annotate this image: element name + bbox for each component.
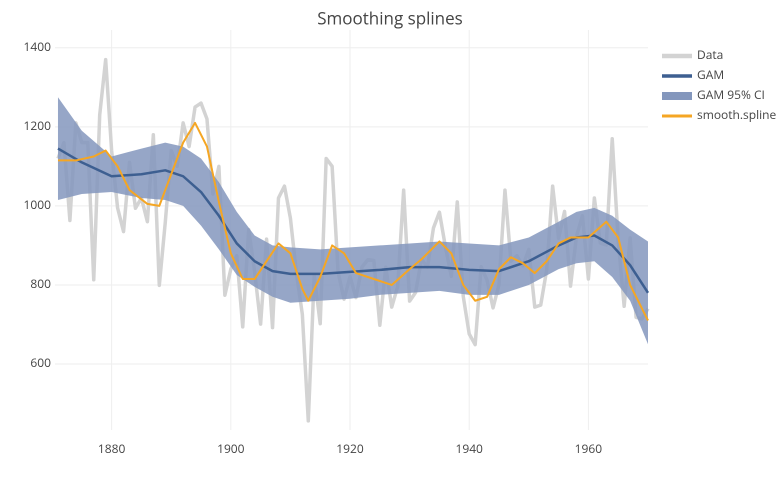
confidence-band — [57, 97, 649, 345]
legend-label: GAM 95% CI — [697, 86, 765, 103]
x-tick-label: 1940 — [455, 440, 483, 457]
line-series — [57, 147, 650, 294]
y-tick-label: 1200 — [24, 117, 52, 134]
legend-label: GAM — [697, 66, 724, 83]
legend-label: Data — [697, 46, 723, 63]
x-tick-label: 1880 — [98, 440, 126, 457]
x-tick-label: 1960 — [575, 440, 603, 457]
plot-area — [56, 57, 650, 423]
x-tick-label: 1920 — [336, 440, 364, 457]
x-tick-label: 1900 — [217, 440, 245, 457]
y-tick-label: 1000 — [24, 196, 52, 213]
legend: Data GAM GAM 95% CI smooth.spline — [662, 46, 777, 123]
legend-swatch — [662, 92, 692, 100]
line-series — [57, 121, 649, 321]
y-tick-label: 800 — [30, 275, 51, 292]
legend-label: smooth.spline — [697, 106, 777, 123]
chart-title: Smoothing splines — [317, 7, 463, 30]
y-tick-label: 600 — [30, 354, 51, 371]
y-tick-label: 1400 — [24, 38, 52, 55]
